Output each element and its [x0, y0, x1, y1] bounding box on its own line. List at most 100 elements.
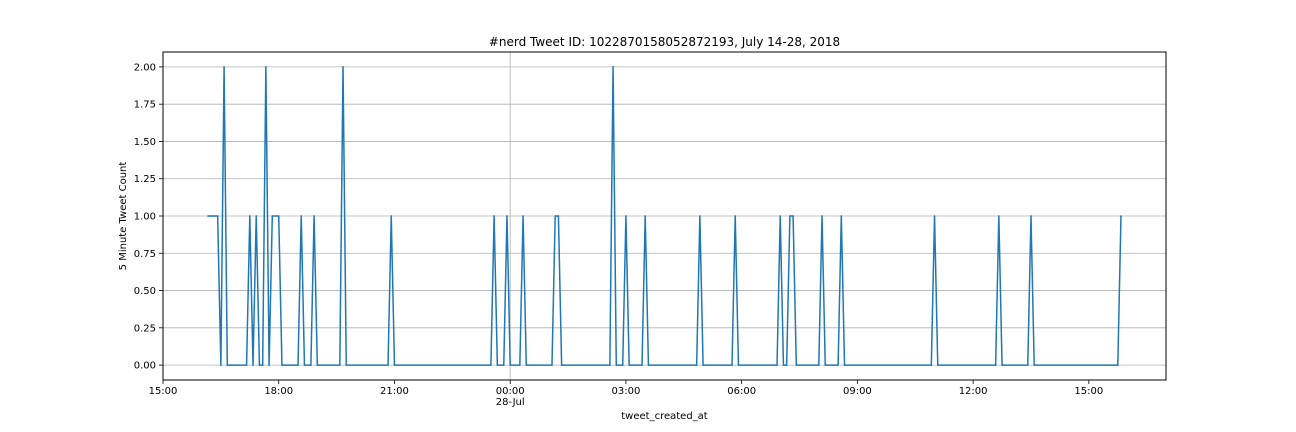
- data-point: [782, 364, 785, 366]
- y-tick-label: 0.75: [134, 249, 156, 260]
- data-point: [702, 364, 704, 366]
- x-tick-label: 03:00: [612, 386, 641, 397]
- x-tick-sublabel: 28-Jul: [496, 397, 525, 408]
- data-point: [509, 364, 511, 366]
- y-tick-label: 1.25: [134, 174, 156, 185]
- x-tick-label: 15:00: [1074, 386, 1103, 397]
- data-point: [496, 364, 499, 366]
- data-point: [310, 364, 312, 366]
- data-point: [994, 364, 997, 366]
- data-point: [789, 215, 791, 217]
- y-axis: 0.00 0.25 0.50 0.75 1.00 1.25 1.50 1.75 2.00: [134, 62, 163, 372]
- data-point: [313, 215, 315, 217]
- y-tick-label: 2.00: [134, 62, 156, 73]
- data-point: [647, 364, 650, 366]
- data-point: [216, 215, 219, 217]
- data-point: [258, 364, 261, 366]
- data-point: [628, 364, 630, 366]
- data-point: [936, 364, 939, 366]
- data-point: [342, 66, 344, 68]
- data-point: [641, 364, 643, 366]
- data-point: [792, 215, 794, 217]
- y-tick-label: 0.25: [134, 323, 156, 334]
- y-tick-label: 1.75: [134, 100, 156, 111]
- data-point: [824, 364, 827, 366]
- x-tick-label: 12:00: [959, 386, 988, 397]
- data-point: [612, 66, 614, 68]
- x-tick-label: 21:00: [380, 386, 409, 397]
- data-point: [557, 215, 560, 217]
- data-point: [303, 364, 306, 366]
- data-point: [265, 66, 267, 68]
- data-point: [1120, 215, 1122, 217]
- data-point: [525, 364, 528, 366]
- data-point: [1026, 364, 1029, 366]
- data-point: [776, 364, 778, 366]
- data-point: [502, 364, 505, 366]
- data-point: [1116, 364, 1119, 366]
- data-point: [554, 215, 556, 217]
- y-tick-label: 0.50: [134, 286, 156, 297]
- chart-title: #nerd Tweet ID: 1022870158052872193, Jul…: [489, 35, 840, 49]
- data-point: [699, 215, 701, 217]
- data-point: [252, 364, 254, 366]
- x-tick-label: 15:00: [149, 386, 178, 397]
- data-point: [933, 215, 936, 217]
- data-point: [229, 364, 232, 366]
- data-point: [255, 215, 258, 217]
- data-point: [245, 364, 248, 366]
- data-point: [316, 364, 319, 366]
- data-point: [625, 215, 627, 217]
- data-point: [506, 215, 508, 217]
- data-point: [213, 215, 216, 217]
- data-point: [609, 364, 611, 366]
- data-point: [345, 364, 348, 366]
- data-point: [220, 364, 222, 366]
- data-point: [387, 364, 389, 366]
- data-point: [210, 215, 213, 217]
- x-tick-label: 09:00: [843, 386, 872, 397]
- data-point: [621, 364, 624, 366]
- x-tick-label: 00:00: [496, 386, 525, 397]
- data-point: [837, 364, 839, 366]
- data-point: [297, 364, 299, 366]
- data-point: [695, 364, 698, 366]
- y-tick-label: 1.00: [134, 212, 156, 223]
- data-point: [998, 215, 1000, 217]
- y-tick-label: 0.00: [134, 361, 156, 372]
- data-point: [226, 364, 229, 366]
- grid: [163, 52, 1166, 380]
- data-point: [560, 364, 563, 366]
- data-point: [390, 215, 393, 217]
- data-point: [249, 215, 251, 217]
- data-point: [207, 215, 209, 217]
- data-point: [821, 215, 823, 217]
- data-point: [840, 215, 843, 217]
- data-point: [1001, 364, 1003, 366]
- data-point: [519, 364, 521, 366]
- data-point: [490, 364, 492, 366]
- x-axis-label: tweet_created_at: [621, 411, 708, 422]
- data-point: [393, 364, 396, 366]
- data-point: [795, 364, 798, 366]
- data-point: [223, 66, 225, 68]
- y-tick-label: 1.50: [134, 137, 156, 148]
- data-point: [615, 364, 618, 366]
- y-axis-label: 5 Minute Tweet Count: [118, 162, 129, 271]
- data-point: [493, 215, 495, 217]
- data-point: [737, 364, 740, 366]
- data-point: [731, 364, 733, 366]
- x-tick-label: 06:00: [727, 386, 756, 397]
- data-point: [930, 364, 933, 366]
- data-point: [734, 215, 737, 217]
- data-point: [785, 364, 788, 366]
- data-point: [843, 364, 846, 366]
- data-point: [1030, 215, 1032, 217]
- data-point: [779, 215, 782, 217]
- data-point: [522, 215, 524, 217]
- x-tick-label: 18:00: [264, 386, 293, 397]
- data-point: [644, 215, 647, 217]
- data-point: [300, 215, 303, 217]
